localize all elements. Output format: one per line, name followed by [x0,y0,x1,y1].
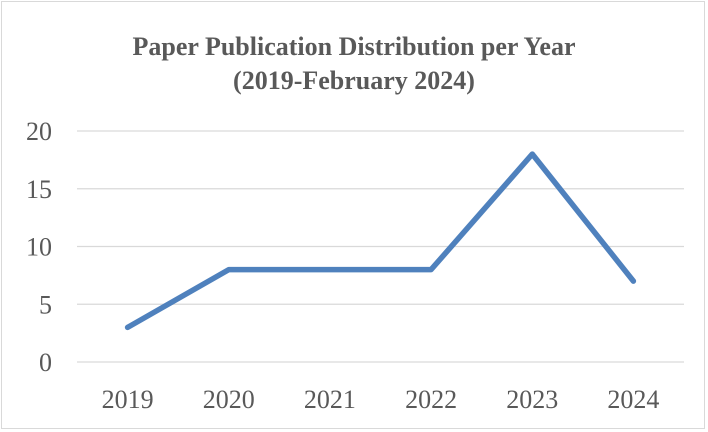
x-tick-label-2020: 2020 [203,385,255,414]
y-tick-label-15: 15 [26,175,52,204]
x-tick-label-2024: 2024 [607,385,659,414]
chart-subtitle: (2019-February 2024) [233,66,475,95]
x-tick-label-2019: 2019 [102,385,154,414]
y-tick-label-0: 0 [39,348,52,377]
x-tick-label-2021: 2021 [304,385,356,414]
chart-title: Paper Publication Distribution per Year [132,32,576,61]
x-tick-label-2022: 2022 [405,385,457,414]
x-tick-label-2023: 2023 [506,385,558,414]
series-line-0 [124,151,637,331]
y-tick-label-10: 10 [26,233,52,262]
y-tick-label-20: 20 [26,117,52,146]
y-tick-label-5: 5 [39,290,52,319]
chart-title-block: Paper Publication Distribution per Year … [0,30,708,98]
